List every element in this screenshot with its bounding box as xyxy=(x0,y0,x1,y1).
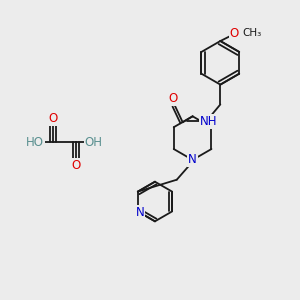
Text: N: N xyxy=(135,206,144,219)
Text: N: N xyxy=(188,153,197,167)
Text: O: O xyxy=(230,27,239,40)
Text: O: O xyxy=(71,159,80,172)
Text: O: O xyxy=(168,92,177,105)
Text: O: O xyxy=(48,112,58,125)
Text: OH: OH xyxy=(85,136,103,148)
Text: NH: NH xyxy=(200,115,217,128)
Text: HO: HO xyxy=(26,136,44,148)
Text: CH₃: CH₃ xyxy=(242,28,261,38)
